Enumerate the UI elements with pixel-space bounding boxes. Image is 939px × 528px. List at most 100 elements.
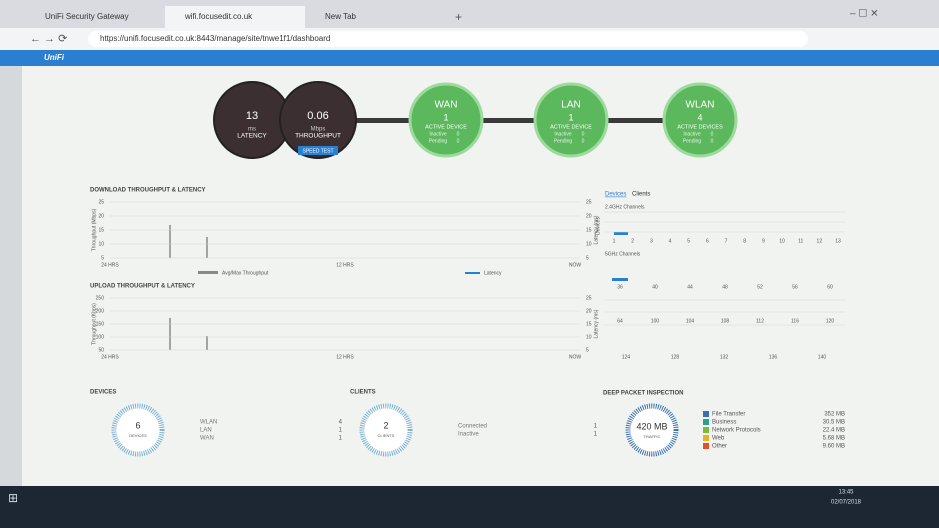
y2-tick-label: 10: [586, 241, 592, 247]
status-sub: 0: [711, 138, 714, 144]
donut: [111, 403, 165, 457]
channel-tick: 4: [669, 238, 672, 244]
legend-swatch: [465, 272, 480, 274]
start-button[interactable]: ⊞: [8, 491, 18, 505]
channel-tick: 124: [622, 354, 631, 360]
legend-label: Web: [712, 436, 725, 442]
channel-tab[interactable]: Devices: [605, 192, 626, 198]
status-title: WLAN: [686, 100, 715, 111]
legend-swatch: [703, 427, 709, 433]
channel-bar: [614, 232, 628, 235]
y2-axis-label: Latency (ms): [593, 215, 599, 244]
channel-tick: 44: [687, 284, 693, 290]
speed-test-label[interactable]: SPEED TEST: [302, 148, 333, 154]
status-label: ACTIVE DEVICE: [425, 124, 467, 130]
legend-swatch: [198, 271, 218, 274]
channel-tick: 116: [791, 318, 799, 324]
chart-title: DOWNLOAD THROUGHPUT & LATENCY: [90, 188, 206, 194]
window-controls[interactable]: – ☐ ✕: [850, 9, 878, 20]
y-tick-label: 100: [96, 334, 105, 340]
status-sub: Inactive: [429, 131, 446, 137]
dpi-sub: TRAFFIC: [644, 434, 661, 439]
donut-sub: CLIENTS: [378, 433, 395, 438]
donut: [625, 403, 679, 457]
legend-label: Latency: [484, 270, 502, 276]
tab-title[interactable]: wifi.focusedit.co.uk: [184, 12, 253, 21]
channel-tick: 132: [720, 354, 729, 360]
y-tick-label: 150: [96, 321, 105, 327]
legend-label: Connected: [458, 424, 487, 430]
y2-tick-label: 10: [586, 334, 592, 340]
channel-tick: 120: [826, 318, 835, 324]
legend-label: Avg/Max Throughput: [222, 270, 269, 276]
channel-tab[interactable]: Clients: [632, 192, 650, 198]
status-circle: [662, 82, 738, 158]
legend-swatch: [703, 419, 709, 425]
legend-value: 9.60 MB: [823, 444, 845, 450]
channel-tick: 48: [722, 284, 728, 290]
speed-test-button[interactable]: [298, 146, 338, 155]
y2-tick-label: 20: [586, 308, 592, 314]
clock-date: 02/07/2018: [831, 500, 862, 506]
channel-tick: 6: [706, 238, 709, 244]
tab-title[interactable]: New Tab: [325, 12, 357, 21]
channel-tick: 11: [798, 238, 803, 244]
legend-count: 1: [594, 432, 598, 438]
status-count: 4: [697, 112, 702, 122]
channel-tick: 36: [617, 284, 623, 290]
legend-count: 4: [339, 420, 343, 426]
y-tick-label: 25: [98, 199, 104, 205]
x-tick-label: NOW: [569, 354, 582, 360]
channel-tick: 108: [721, 318, 730, 324]
band-label: 2.4GHz Channels: [605, 204, 645, 210]
channel-bar: [612, 278, 628, 281]
url: https://unifi.focusedit.co.uk:8443/manag…: [100, 34, 330, 43]
panel-title: DEVICES: [90, 390, 116, 396]
content: [22, 66, 939, 486]
new-tab[interactable]: +: [455, 10, 462, 24]
status-value: 0.06: [307, 110, 328, 122]
y2-tick-label: 5: [586, 255, 589, 261]
status-sub: Inactive: [683, 131, 700, 137]
channel-tick: 140: [818, 354, 827, 360]
channel-tick: 12: [817, 238, 823, 244]
x-tick-label: 24 HRS: [101, 262, 119, 268]
y-tick-label: 15: [98, 227, 104, 233]
channel-tick: 3: [650, 238, 653, 244]
y-tick-label: 250: [96, 295, 105, 301]
legend-label: Inactive: [458, 432, 479, 438]
x-tick-label: 12 HRS: [336, 354, 354, 360]
status-unit: ms: [248, 127, 256, 133]
url-field[interactable]: [88, 31, 808, 47]
legend-swatch: [703, 443, 709, 449]
channel-tick: 1: [613, 238, 616, 244]
active-tab[interactable]: [165, 6, 305, 28]
y2-tick-label: 5: [586, 347, 589, 353]
channel-tick: 9: [762, 238, 765, 244]
x-tick-label: 12 HRS: [336, 262, 354, 268]
logo: UniFi: [44, 53, 65, 62]
y-axis-label: Throughput (Mbps): [91, 208, 97, 251]
legend-label: Business: [712, 420, 736, 426]
y2-tick-label: 15: [586, 227, 592, 233]
channel-tick: 56: [792, 284, 798, 290]
legend-value: 352 MB: [824, 412, 845, 418]
status-count: 1: [568, 112, 573, 122]
legend-count: 1: [594, 424, 598, 430]
channel-tick: 136: [769, 354, 778, 360]
y-axis-label: Throughput (Kbps): [91, 303, 97, 345]
status-sub: 0: [457, 131, 460, 137]
tab-title[interactable]: UniFi Security Gateway: [45, 12, 129, 21]
status-label: THROUGHPUT: [295, 133, 341, 140]
nav-buttons[interactable]: ← → ⟳: [30, 33, 67, 45]
taskbar: [0, 486, 939, 528]
status-unit: Mbps: [311, 127, 326, 133]
status-sub: Pending: [683, 138, 702, 144]
donut-sub: DEVICES: [129, 433, 147, 438]
status-circle: [408, 82, 484, 158]
x-tick-label: 24 HRS: [101, 354, 119, 360]
legend-swatch: [703, 411, 709, 417]
clock-time: 13:45: [838, 490, 854, 496]
legend-label: WLAN: [200, 420, 217, 426]
